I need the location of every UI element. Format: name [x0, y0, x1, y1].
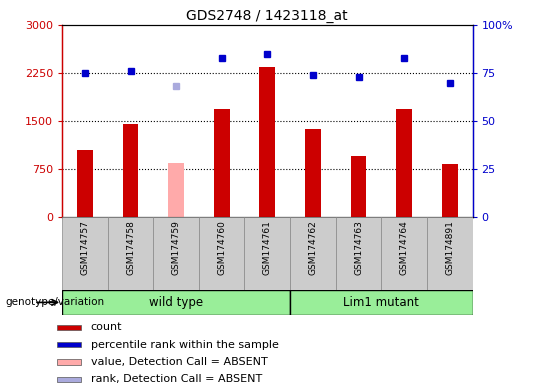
Bar — [290, 217, 336, 290]
Bar — [57, 325, 81, 330]
Text: GSM174761: GSM174761 — [263, 220, 272, 275]
Bar — [259, 66, 275, 217]
Text: GSM174759: GSM174759 — [172, 220, 180, 275]
Bar — [62, 217, 107, 290]
Bar — [107, 217, 153, 290]
Bar — [290, 290, 472, 315]
Text: Lim1 mutant: Lim1 mutant — [343, 296, 419, 309]
Bar — [245, 217, 290, 290]
Bar — [305, 129, 321, 217]
Text: GSM174762: GSM174762 — [308, 220, 318, 275]
Bar — [442, 164, 458, 217]
Text: GSM174764: GSM174764 — [400, 220, 409, 275]
Text: genotype/variation: genotype/variation — [5, 297, 105, 308]
Bar — [62, 290, 290, 315]
Bar — [381, 217, 427, 290]
Text: percentile rank within the sample: percentile rank within the sample — [91, 339, 279, 350]
Text: GSM174891: GSM174891 — [445, 220, 454, 275]
Text: GSM174763: GSM174763 — [354, 220, 363, 275]
Bar — [77, 150, 93, 217]
Text: count: count — [91, 322, 122, 333]
Title: GDS2748 / 1423118_at: GDS2748 / 1423118_at — [186, 8, 348, 23]
Text: rank, Detection Call = ABSENT: rank, Detection Call = ABSENT — [91, 374, 262, 384]
Bar — [214, 109, 230, 217]
Bar — [153, 217, 199, 290]
Text: GSM174758: GSM174758 — [126, 220, 135, 275]
Bar — [427, 217, 472, 290]
Bar — [199, 217, 245, 290]
Bar — [57, 359, 81, 364]
Bar — [336, 217, 381, 290]
Bar — [123, 124, 138, 217]
Text: wild type: wild type — [149, 296, 203, 309]
Bar — [168, 162, 184, 217]
Text: GSM174760: GSM174760 — [217, 220, 226, 275]
Bar — [57, 377, 81, 382]
Bar — [57, 342, 81, 347]
Bar — [350, 156, 367, 217]
Bar — [396, 109, 412, 217]
Text: value, Detection Call = ABSENT: value, Detection Call = ABSENT — [91, 357, 267, 367]
Text: GSM174757: GSM174757 — [80, 220, 90, 275]
